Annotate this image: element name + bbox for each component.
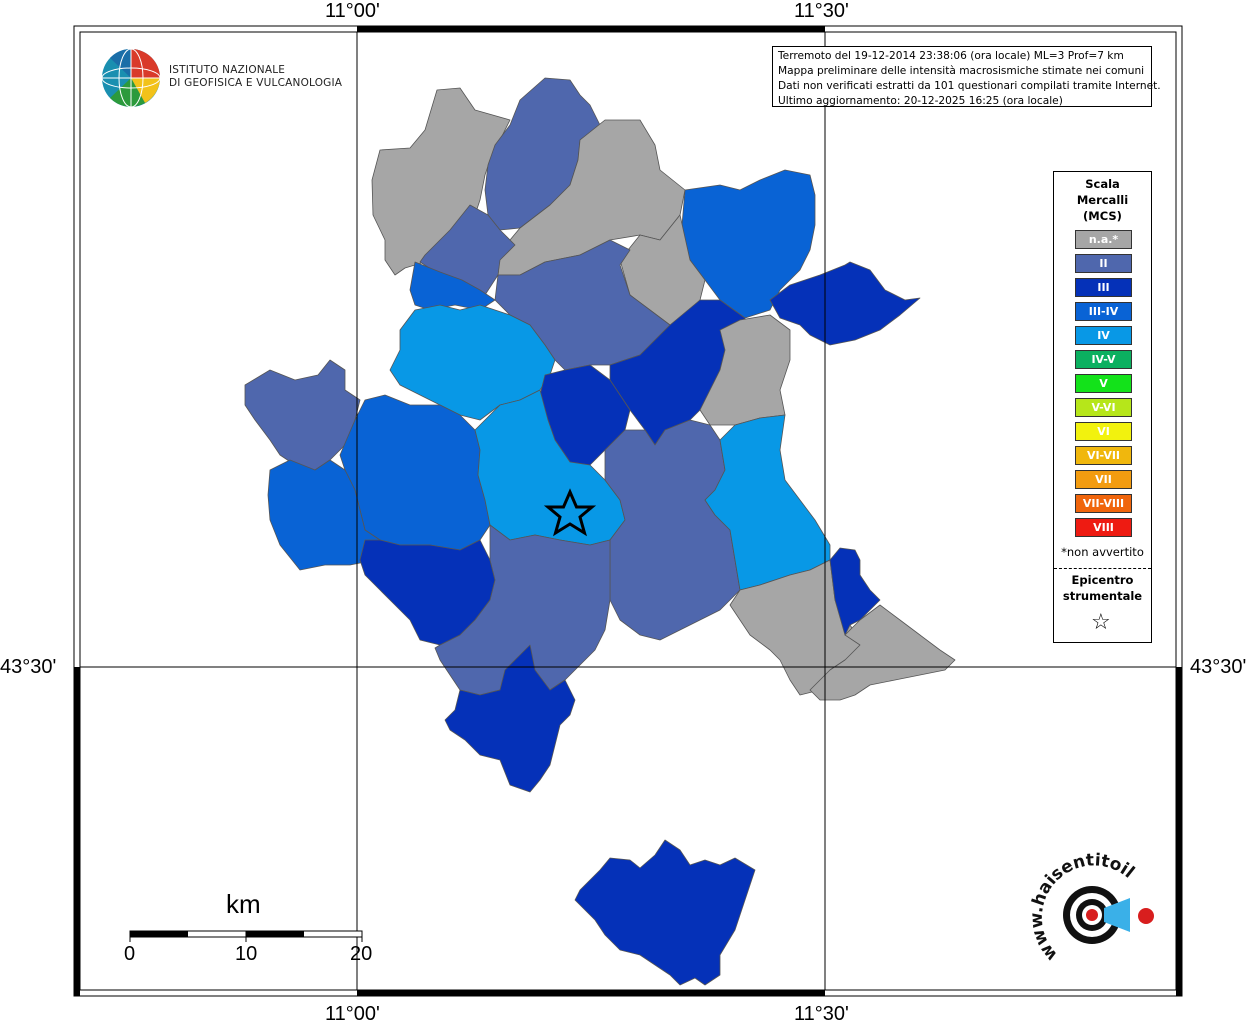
scale-bar-tick-0: 0	[124, 943, 136, 965]
epicentre-legend-line2: strumentale	[1062, 589, 1143, 603]
map-frame	[73, 25, 1183, 997]
legend-title-line1: Scala	[1085, 177, 1120, 191]
ingv-logo-line2: DI GEOFISICA E VULCANOLOGIA	[169, 77, 343, 89]
scale-bar-tick-20: 20	[350, 943, 373, 965]
epicentre-star-icon	[543, 488, 597, 537]
legend-swatch: VI	[1075, 422, 1132, 441]
legend-swatch: III-IV	[1075, 302, 1132, 321]
event-info-line4: Ultimo aggiornamento: 20-12-2025 16:25 (…	[778, 95, 1063, 107]
legend-swatch: III	[1075, 278, 1132, 297]
region-iii-north-east-spur	[769, 261, 921, 346]
legend-title: Scala Mercalli (MCS)	[1054, 176, 1151, 224]
lon-label-top-left: 11°00'	[325, 0, 380, 22]
legend-swatch: IV-V	[1075, 350, 1132, 369]
ingv-logo-text: ISTITUTO NAZIONALE DI GEOFISICA E VULCAN…	[169, 64, 342, 90]
legend-note: *non avvertito	[1061, 545, 1144, 559]
lat-label-right: 43°30'	[1190, 656, 1247, 678]
event-info-line3: Dati non verificati estratti da 101 ques…	[778, 80, 1161, 92]
legend-swatch: V	[1075, 374, 1132, 393]
lon-label-bottom-right: 11°30'	[794, 1003, 849, 1025]
region-iii-south-east-narrow	[829, 547, 881, 636]
legend-swatch: VII-VIII	[1075, 494, 1132, 513]
lon-label-bottom-left: 11°00'	[325, 1003, 380, 1025]
legend-swatch: IV	[1075, 326, 1132, 345]
epicentre-legend-title: Epicentro strumentale	[1054, 572, 1151, 604]
graticule	[80, 32, 1176, 990]
epicentre-legend-line1: Epicentro	[1071, 573, 1134, 587]
lat-label-left: 43°30'	[0, 656, 57, 678]
legend-separator	[1054, 568, 1151, 569]
event-info-line1: Terremoto del 19-12-2014 23:38:06 (ora l…	[778, 50, 1124, 62]
event-info-line2: Mappa preliminare delle intensità macros…	[778, 65, 1145, 77]
scale-bar-tick-10: 10	[235, 943, 258, 965]
municipality-polygons	[244, 77, 956, 986]
region-iii-far-south	[574, 839, 756, 986]
ingv-logo-line1: ISTITUTO NAZIONALE	[169, 64, 286, 76]
region-grey-north-west	[371, 87, 511, 276]
region-grey-far-south-east	[809, 604, 956, 701]
legend-swatch: n.a.*	[1075, 230, 1132, 249]
region-iii-south-lobe	[444, 644, 576, 793]
mcs-legend: Scala Mercalli (MCS) n.a.* II III III-IV IV I…	[1053, 171, 1152, 643]
star-icon: ☆	[1091, 610, 1111, 635]
legend-title-line2: Mercalli	[1076, 193, 1129, 207]
lon-label-top-right: 11°30'	[794, 0, 849, 22]
scale-bar-unit: km	[226, 889, 261, 919]
legend-swatch: VIII	[1075, 518, 1132, 537]
legend-swatch: V-VI	[1075, 398, 1132, 417]
event-info-box: Terremoto del 19-12-2014 23:38:06 (ora l…	[772, 46, 1161, 107]
legend-swatch: VI-VII	[1075, 446, 1132, 465]
ingv-globe-icon	[101, 48, 161, 108]
legend-swatch: II	[1075, 254, 1132, 273]
scale-bar	[129, 930, 363, 942]
legend-title-line3: (MCS)	[1083, 209, 1122, 223]
legend-swatch: VII	[1075, 470, 1132, 489]
region-ii-centre-east	[604, 419, 741, 641]
